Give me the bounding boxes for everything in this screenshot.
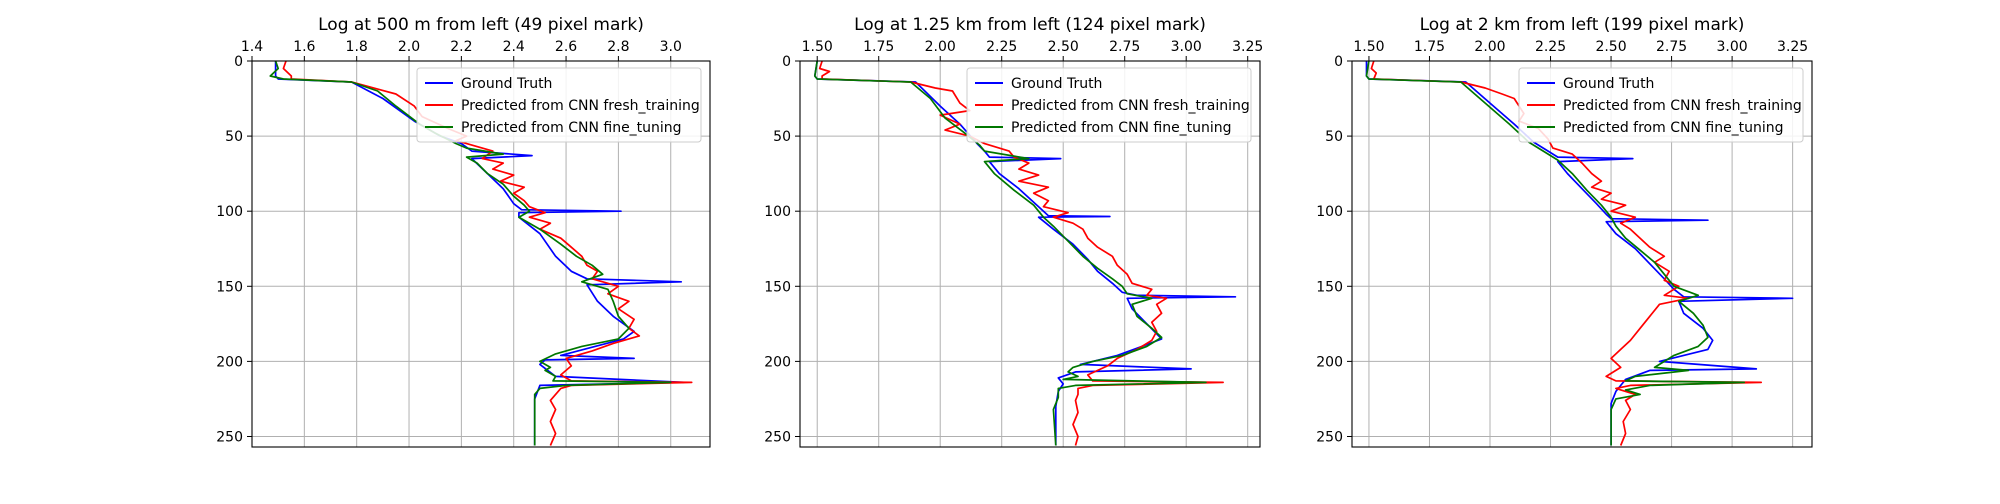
x-tick-label: 1.4 <box>241 39 263 55</box>
y-tick-label: 100 <box>1316 204 1343 220</box>
chart-title: Log at 500 m from left (49 pixel mark) <box>318 15 644 35</box>
plot-frame <box>1351 60 1813 448</box>
y-tick-label: 50 <box>225 129 243 145</box>
series-line-3 <box>1365 60 1746 446</box>
x-tick-label: 3.25 <box>1232 39 1263 55</box>
y-tick-label: 200 <box>216 354 243 370</box>
legend-label: Ground Truth <box>1011 76 1102 92</box>
x-tick-label: 2.6 <box>555 39 577 55</box>
y-tick-label: 0 <box>782 54 791 70</box>
chart-title: Log at 2 km from left (199 pixel mark) <box>1420 15 1745 35</box>
y-tick-label: 150 <box>1316 279 1343 295</box>
y-tick-label: 0 <box>1334 54 1343 70</box>
y-tick-label: 250 <box>216 429 243 445</box>
legend-label: Predicted from CNN fine_tuning <box>1011 120 1232 136</box>
legend: Ground Truth Predicted from CNN fresh_tra… <box>1518 67 1804 143</box>
legend-label: Predicted from CNN fresh_training <box>1011 98 1250 114</box>
plot-frame <box>799 60 1261 448</box>
x-tick-label: 3.00 <box>1171 39 1202 55</box>
y-tick-label: 250 <box>1316 429 1343 445</box>
x-tick-label: 1.75 <box>863 39 894 55</box>
y-tick-label: 250 <box>764 429 791 445</box>
chart-panel-3: 1.50 1.75 2.00 2.25 2.50 2.75 3.00 3.25 0 50 100 15… <box>1316 15 1813 448</box>
x-tick-label: 2.00 <box>925 39 956 55</box>
x-tick-label: 2.50 <box>1048 39 1079 55</box>
x-tick-label: 2.50 <box>1595 39 1626 55</box>
legend-box <box>416 67 702 143</box>
y-tick-label: 50 <box>1325 129 1343 145</box>
legend-label: Ground Truth <box>461 76 552 92</box>
x-tick-label: 2.25 <box>1535 39 1566 55</box>
y-tick-label: 150 <box>216 279 243 295</box>
legend-box <box>966 67 1252 143</box>
legend: Ground Truth Predicted from CNN fresh_tra… <box>416 67 702 143</box>
series-line-1 <box>1365 61 1794 446</box>
series-line-2 <box>818 60 1224 446</box>
chart-title: Log at 1.25 km from left (124 pixel mark… <box>854 15 1206 35</box>
legend-label: Predicted from CNN fresh_training <box>461 98 700 114</box>
legend-label: Predicted from CNN fine_tuning <box>1563 120 1784 136</box>
x-tick-label: 1.6 <box>293 39 315 55</box>
x-tick-label: 2.4 <box>503 39 525 55</box>
x-tick-label: 2.2 <box>450 39 472 55</box>
y-tick-label: 0 <box>234 54 243 70</box>
y-tick-label: 100 <box>764 204 791 220</box>
x-tick-label: 3.0 <box>660 39 682 55</box>
x-tick-label: 2.75 <box>1109 39 1140 55</box>
legend: Ground Truth Predicted from CNN fresh_tra… <box>966 67 1252 143</box>
y-tick-label: 150 <box>764 279 791 295</box>
y-tick-label: 200 <box>764 354 791 370</box>
x-tick-label: 1.50 <box>802 39 833 55</box>
y-tick-label: 50 <box>773 129 791 145</box>
x-tick-label: 2.00 <box>1474 39 1505 55</box>
x-tick-label: 3.25 <box>1777 39 1808 55</box>
x-tick-label: 2.0 <box>398 39 420 55</box>
legend-label: Predicted from CNN fine_tuning <box>461 120 682 136</box>
x-tick-label: 3.00 <box>1717 39 1748 55</box>
x-tick-label: 1.75 <box>1414 39 1445 55</box>
x-tick-label: 2.25 <box>986 39 1017 55</box>
x-tick-label: 2.8 <box>607 39 629 55</box>
x-tick-label: 2.75 <box>1656 39 1687 55</box>
chart-panel-2: 1.50 1.75 2.00 2.25 2.50 2.75 3.00 3.25 0 50 100 15… <box>764 15 1263 448</box>
legend-label: Ground Truth <box>1563 76 1654 92</box>
y-tick-label: 200 <box>1316 354 1343 370</box>
chart-panel-1: 1.4 1.6 1.8 2.0 2.2 2.4 2.6 2.8 3.0 0 50 100 150 200 2… <box>216 15 711 448</box>
plot-frame <box>251 60 711 448</box>
x-tick-label: 1.8 <box>346 39 368 55</box>
x-tick-label: 1.50 <box>1353 39 1384 55</box>
legend-label: Predicted from CNN fresh_training <box>1563 98 1802 114</box>
legend-box <box>1518 67 1804 143</box>
y-tick-label: 100 <box>216 204 243 220</box>
